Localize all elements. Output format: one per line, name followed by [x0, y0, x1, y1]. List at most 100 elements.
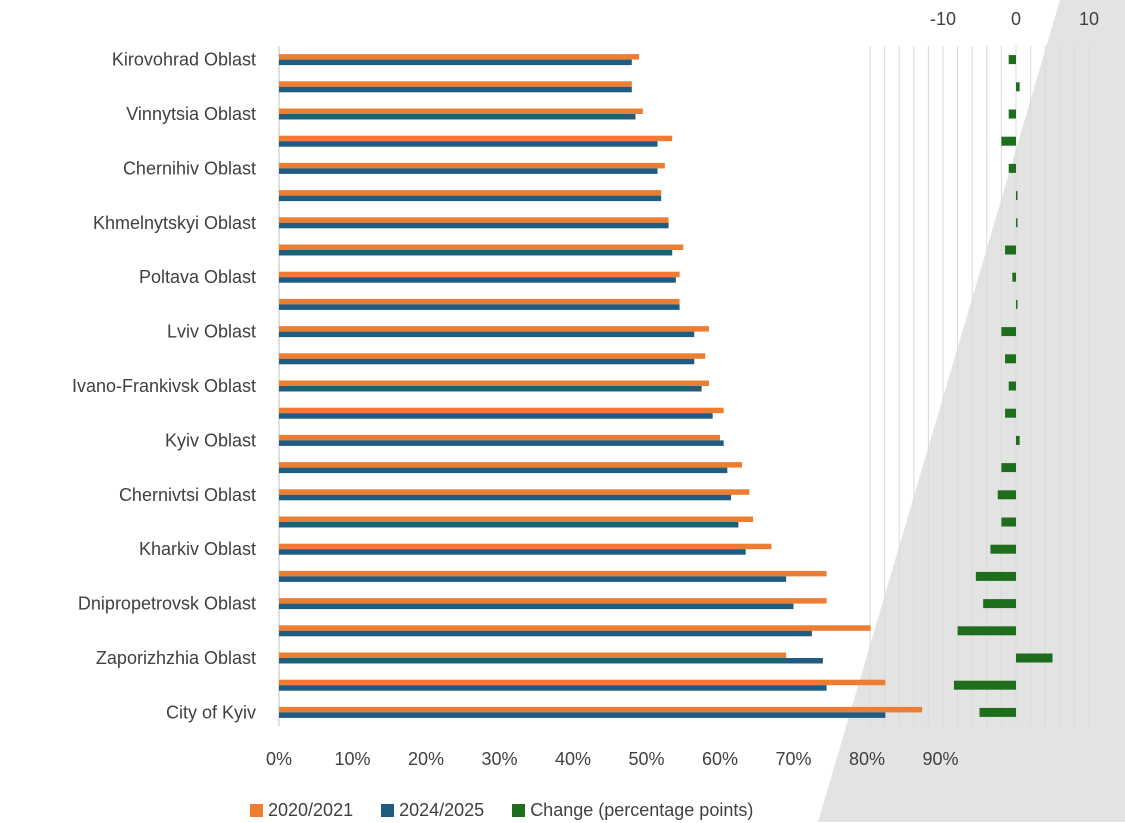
category-label: City of Kyiv [166, 702, 256, 722]
category-label: Chernivtsi Oblast [119, 485, 256, 505]
category-label: Poltava Oblast [139, 267, 256, 287]
bar-change [983, 599, 1016, 609]
bar-2020-2021 [279, 81, 632, 87]
bar-change [1016, 653, 1053, 663]
x-bottom-tick-label: 40% [555, 749, 591, 769]
bar-change [1012, 272, 1016, 282]
bar-2020-2021 [279, 326, 709, 332]
bar-change [1008, 163, 1016, 173]
bar-change [1016, 435, 1020, 445]
bar-2024-2025 [279, 114, 636, 120]
bar-change [1008, 55, 1016, 65]
bar-change [1005, 245, 1016, 255]
bar-2020-2021 [279, 706, 923, 713]
bar-2024-2025 [279, 658, 823, 664]
category-label: Chernihiv Oblast [123, 158, 256, 178]
bar-2024-2025 [279, 712, 886, 718]
bar-change [1005, 408, 1016, 418]
bar-2024-2025 [279, 467, 728, 474]
bar-change [1008, 109, 1016, 119]
bar-2020-2021 [279, 271, 680, 278]
bar-2020-2021 [279, 652, 787, 658]
bar-2024-2025 [279, 277, 676, 283]
bar-2020-2021 [279, 54, 640, 60]
legend-label-2024-2025: 2024/2025 [399, 799, 485, 820]
bar-2020-2021 [279, 570, 827, 577]
bar-change [1016, 218, 1018, 228]
bar-2020-2021 [279, 625, 871, 631]
bar-2020-2021 [279, 190, 662, 196]
legend-swatch-2020-2021 [250, 803, 263, 817]
bar-change [1016, 191, 1018, 201]
x-bottom-tick-label: 20% [408, 749, 444, 769]
category-label: Dnipropetrovsk Oblast [78, 594, 256, 614]
x-top-tick-label: -10 [930, 9, 956, 29]
background-shading [818, 0, 1125, 822]
bar-change [1016, 82, 1020, 92]
bar-2020-2021 [279, 353, 706, 359]
category-label: Ivano-Frankivsk Oblast [72, 376, 256, 396]
category-label: Kyiv Oblast [165, 430, 256, 450]
x-bottom-tick-label: 70% [775, 749, 811, 769]
bar-2020-2021 [279, 162, 665, 169]
bar-change [1001, 517, 1016, 527]
bar-2024-2025 [279, 603, 794, 610]
category-label: Kharkiv Oblast [139, 539, 256, 559]
legend-item-2020-2021: 2020/2021 [250, 800, 353, 821]
legend-swatch-change [512, 803, 526, 817]
bar-2020-2021 [279, 217, 669, 223]
bar-2024-2025 [279, 86, 632, 93]
bar-2024-2025 [279, 59, 632, 66]
category-label: Zaporizhzhia Oblast [96, 648, 256, 668]
bar-2024-2025 [279, 576, 787, 582]
bar-2020-2021 [279, 135, 673, 142]
bar-change [1005, 354, 1016, 364]
bar-2024-2025 [279, 195, 662, 202]
x-bottom-tick-label: 30% [481, 749, 517, 769]
gridlines [869, 46, 1090, 726]
bar-2024-2025 [279, 549, 746, 555]
bar-2020-2021 [279, 489, 750, 495]
bar-2020-2021 [279, 244, 684, 250]
x-bottom-tick-label: 50% [628, 749, 664, 769]
bar-2024-2025 [279, 358, 695, 365]
bar-2020-2021 [279, 108, 643, 114]
bars [279, 54, 1053, 718]
bar-change [1001, 327, 1016, 337]
bar-change [957, 626, 1016, 636]
category-label: Vinnytsia Oblast [126, 104, 256, 124]
bar-2020-2021 [279, 380, 709, 386]
labels: 0% 10% 20% 30% 40% 50% 60% 70% 80% 90% -10 0 10 Kirov… [72, 9, 1099, 769]
bar-change [1008, 381, 1016, 391]
bar-2024-2025 [279, 630, 812, 637]
legend-swatch-2024-2025 [381, 803, 395, 817]
legend-label-2020-2021: 2020/2021 [268, 799, 354, 820]
category-label: Kirovohrad Oblast [112, 50, 256, 70]
bar-change [990, 544, 1016, 554]
bar-change [979, 707, 1016, 717]
bar-2024-2025 [279, 386, 702, 392]
category-label: Lviv Oblast [167, 322, 256, 342]
bar-2020-2021 [279, 598, 827, 604]
bar-2020-2021 [279, 407, 724, 414]
bar-change [1001, 463, 1016, 473]
bar-2024-2025 [279, 304, 680, 310]
bar-2024-2025 [279, 685, 827, 691]
bar-2024-2025 [279, 141, 658, 147]
legend-label-change: Change (percentage points) [530, 799, 754, 820]
x-bottom-tick-label: 10% [334, 749, 370, 769]
legend-item-2024-2025: 2024/2025 [381, 800, 484, 821]
bar-2024-2025 [279, 494, 732, 501]
bar-2024-2025 [279, 413, 713, 419]
x-bottom-tick-label: 80% [849, 749, 885, 769]
bar-2020-2021 [279, 298, 680, 305]
bar-change [1016, 299, 1018, 309]
bar-change [953, 680, 1016, 690]
bar-2020-2021 [279, 543, 772, 550]
bar-2020-2021 [279, 462, 743, 468]
bar-2024-2025 [279, 250, 673, 256]
bar-2024-2025 [279, 522, 739, 528]
x-top-tick-label: 10 [1079, 9, 1099, 29]
